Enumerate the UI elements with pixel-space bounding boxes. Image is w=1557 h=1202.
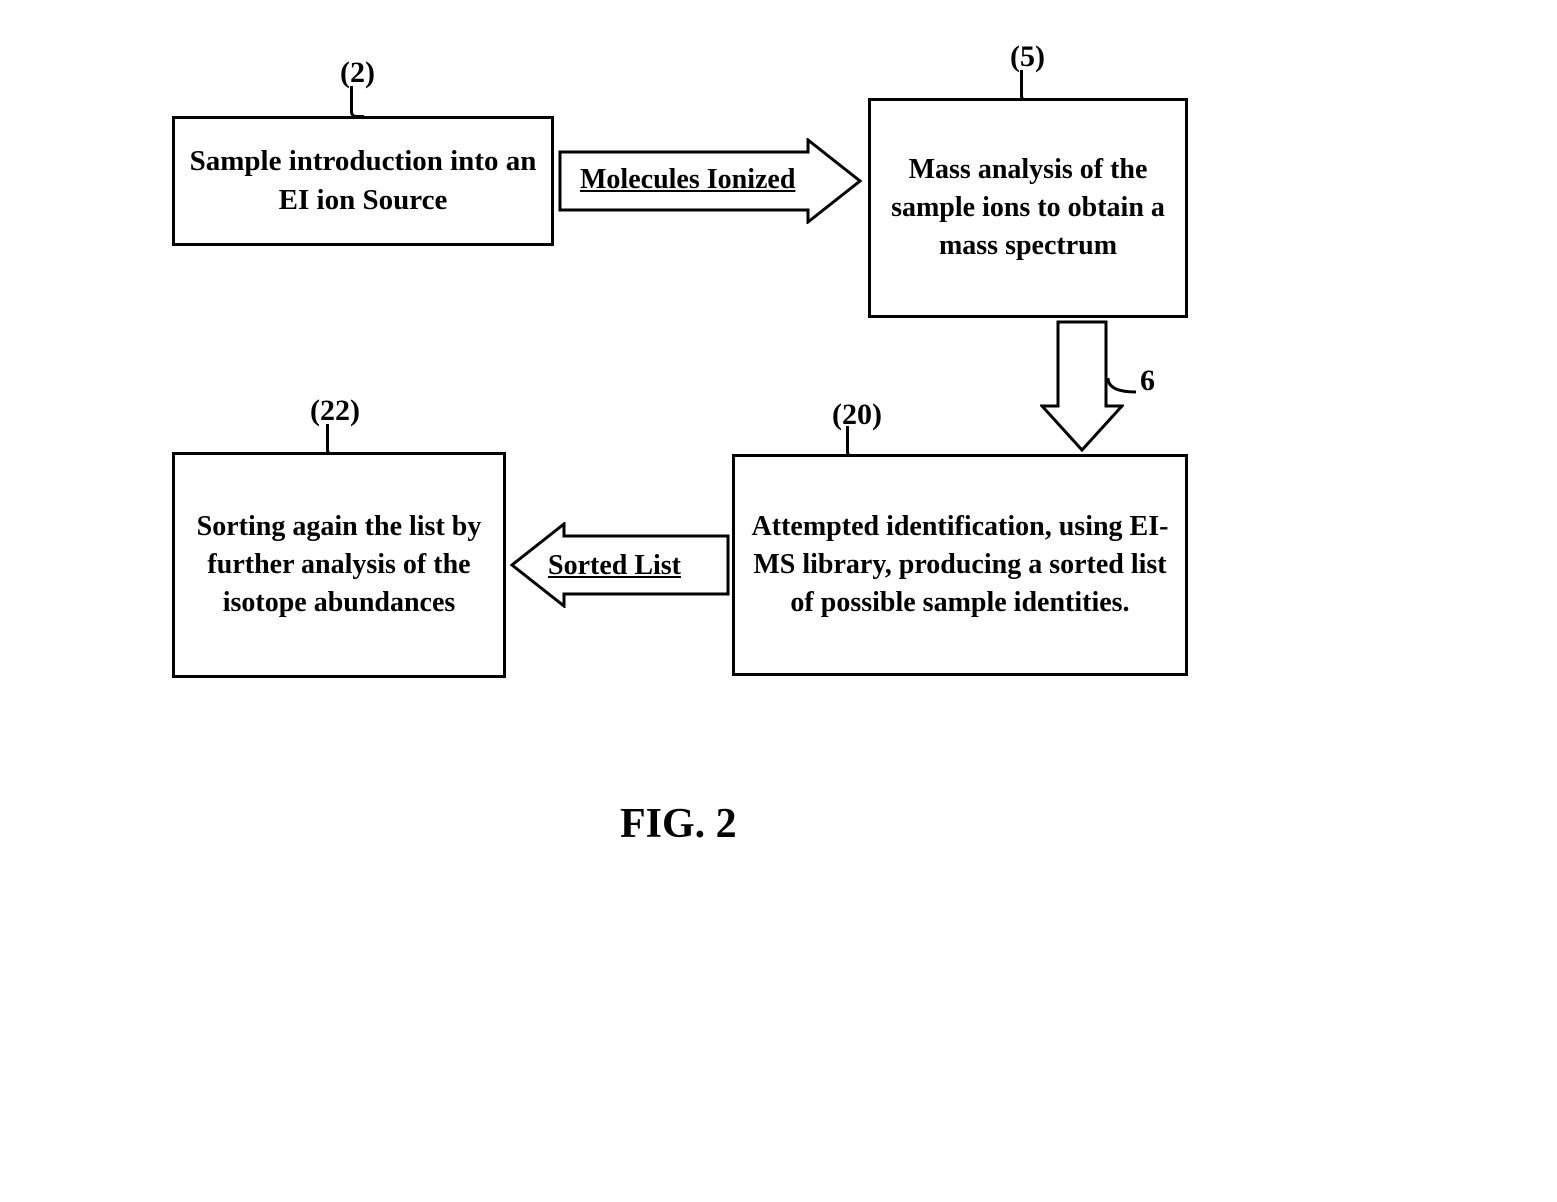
box22-text: Sorting again the list by further analys… — [187, 508, 491, 621]
box2-label: (2) — [340, 56, 375, 90]
arrow-5-20-label6: 6 — [1140, 364, 1155, 398]
box2: Sample introduction into an EI ion Sourc… — [172, 116, 554, 246]
arrow-2-5-label: Molecules Ionized — [580, 164, 795, 196]
arrow-5-20-tick — [1106, 376, 1142, 401]
box2-tick — [350, 86, 364, 118]
box22-label: (22) — [310, 394, 360, 428]
arrow-20-22-label: Sorted List — [548, 550, 681, 582]
box20: Attempted identification, using EI-MS li… — [732, 454, 1188, 676]
box5-label: (5) — [1010, 40, 1045, 74]
box22: Sorting again the list by further analys… — [172, 452, 506, 678]
figure-caption: FIG. 2 — [620, 800, 737, 848]
box5: Mass analysis of the sample ions to obta… — [868, 98, 1188, 318]
box20-text: Attempted identification, using EI-MS li… — [747, 508, 1173, 621]
box2-text: Sample introduction into an EI ion Sourc… — [187, 142, 539, 220]
box5-text: Mass analysis of the sample ions to obta… — [883, 151, 1173, 264]
